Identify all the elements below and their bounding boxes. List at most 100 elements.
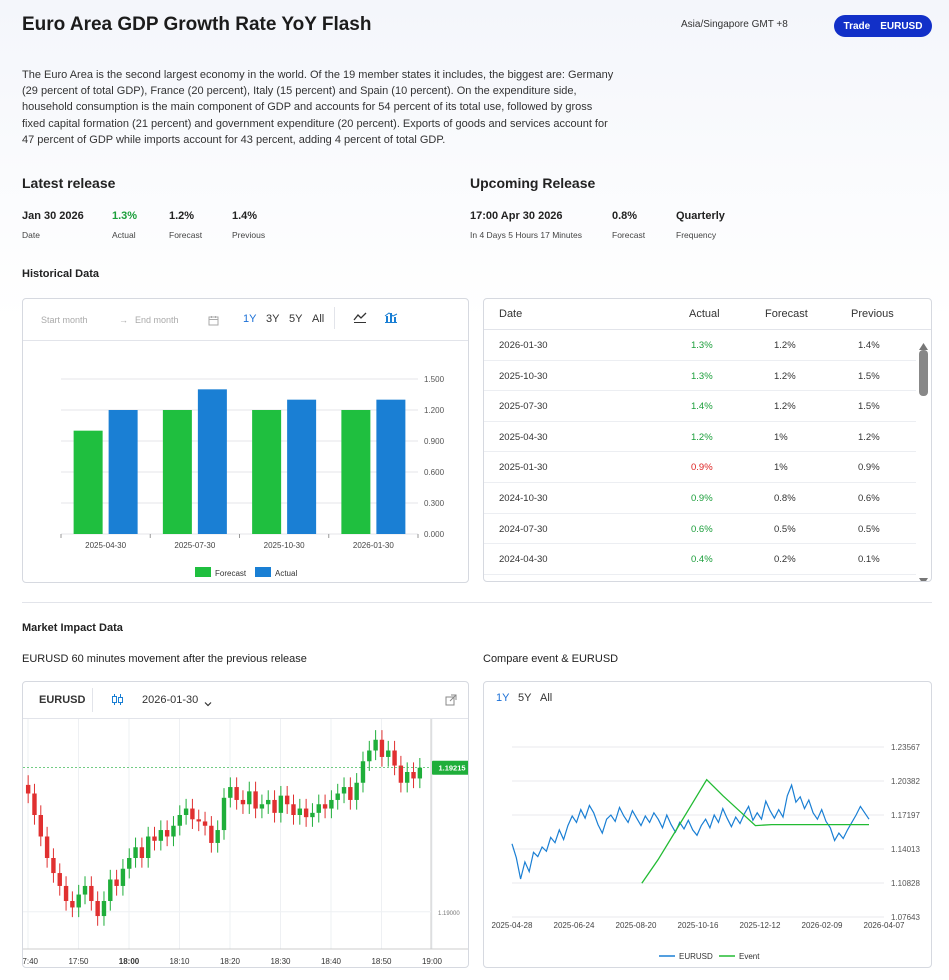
x-tick-label: 17:40 — [23, 957, 39, 966]
y-tick-label: 1.17197 — [891, 811, 920, 820]
cell-date: 2025-07-30 — [499, 401, 548, 413]
candle — [196, 819, 201, 822]
historical-table: Date Actual Forecast Previous 2026-01-30… — [483, 298, 932, 582]
external-link-icon[interactable] — [445, 693, 457, 711]
start-month-input[interactable]: Start month — [41, 315, 88, 325]
table-row[interactable]: 2024-04-30 0.4% 0.2% 0.1% — [484, 544, 916, 575]
calendar-icon[interactable] — [208, 313, 219, 331]
candle — [158, 830, 164, 841]
table-row[interactable]: 2024-07-30 0.6% 0.5% 0.5% — [484, 514, 916, 545]
bar-forecast — [162, 410, 192, 534]
x-tick-label: 2025-12-12 — [740, 921, 781, 930]
scrollbar-thumb[interactable] — [919, 350, 928, 396]
chart-toolbar: Start month → End month 1Y 3Y 5Y All — [23, 299, 468, 341]
bar-actual — [287, 399, 317, 534]
candle — [152, 836, 157, 841]
cell-actual: 0.9% — [691, 462, 713, 474]
line-chart-icon[interactable] — [353, 310, 367, 329]
y-tick-label: 0.900 — [424, 437, 445, 446]
scroll-up-icon[interactable] — [919, 337, 928, 355]
symbol-label[interactable]: EURUSD — [39, 694, 86, 706]
candle — [108, 879, 113, 901]
cell-previous: 0.1% — [858, 554, 880, 566]
bar-actual — [376, 399, 406, 534]
trade-button[interactable]: Trade EURUSD — [834, 15, 932, 37]
compare-all-tab[interactable]: All — [540, 692, 553, 704]
x-tick-label: 17:50 — [68, 957, 89, 966]
cell-previous: 1.5% — [858, 401, 880, 413]
end-month-input[interactable]: End month — [135, 315, 179, 325]
cell-date: 2024-10-30 — [499, 493, 548, 504]
col-date-header[interactable]: Date — [499, 308, 523, 320]
candle — [234, 787, 239, 800]
cell-actual: 0.9% — [691, 493, 713, 504]
chevron-down-icon[interactable] — [204, 695, 212, 713]
candle — [247, 791, 252, 805]
candle — [70, 901, 75, 908]
col-previous-header[interactable]: Previous — [851, 308, 894, 320]
latest-forecast-label: Forecast — [169, 230, 203, 240]
candle — [405, 772, 410, 783]
y-tick-label: 1.10828 — [891, 879, 920, 888]
cell-previous: 1.5% — [858, 370, 880, 382]
candle — [183, 808, 189, 815]
candle — [215, 830, 220, 843]
candle — [76, 894, 81, 908]
bar-chart-icon[interactable] — [384, 310, 398, 329]
table-row[interactable]: 2025-01-30 0.9% 1% 0.9% — [484, 452, 916, 483]
candle — [63, 885, 69, 901]
bar-forecast — [341, 410, 371, 534]
table-row[interactable]: 2025-10-30 1.3% 1.2% 1.5% — [484, 361, 916, 392]
cell-previous: 0.9% — [858, 462, 880, 474]
compare-1y-tab[interactable]: 1Y — [496, 692, 510, 704]
cell-previous: 0.5% — [858, 523, 880, 535]
col-forecast-header[interactable]: Forecast — [765, 308, 808, 320]
candle — [392, 750, 397, 766]
candlestick-panel: EURUSD 2026-01-30 17:40 17:50 18:00 18:10 18… — [22, 681, 469, 968]
timezone-label[interactable]: Asia/Singapore GMT +8 — [681, 19, 788, 30]
candle — [266, 799, 271, 805]
candle — [297, 808, 303, 815]
cell-forecast: 1.2% — [774, 401, 796, 413]
candlestick-icon[interactable] — [111, 693, 124, 711]
table-row[interactable]: 2025-07-30 1.4% 1.2% 1.5% — [484, 391, 916, 422]
table-row[interactable]: 2024-10-30 0.9% 0.8% 0.6% — [484, 483, 916, 514]
candle — [145, 836, 151, 858]
range-5y-tab[interactable]: 5Y — [289, 313, 303, 325]
y-tick-label: 1.19000 — [438, 911, 460, 917]
compare-5y-tab[interactable]: 5Y — [518, 692, 532, 704]
range-all-tab[interactable]: All — [312, 313, 325, 325]
y-tick-label: 0.000 — [424, 530, 445, 539]
x-tick-label: 2026-02-09 — [802, 921, 843, 930]
x-tick-label: 18:30 — [270, 957, 291, 966]
cell-forecast: 1% — [774, 431, 788, 443]
x-tick-label: 2025-06-24 — [554, 921, 595, 930]
candle — [386, 750, 391, 757]
scroll-down-icon[interactable] — [919, 572, 928, 581]
latest-actual-label: Actual — [112, 230, 136, 240]
candle — [38, 815, 43, 837]
cell-date: 2026-01-30 — [499, 340, 548, 351]
trade-label: Trade — [843, 20, 871, 32]
cell-forecast: 1% — [774, 462, 788, 474]
y-tick-label: 1.14013 — [891, 845, 920, 854]
table-row[interactable]: 2025-04-30 1.2% 1% 1.2% — [484, 422, 916, 453]
historical-chart-panel: Start month → End month 1Y 3Y 5Y All 0.0… — [22, 298, 469, 583]
range-3y-tab[interactable]: 3Y — [266, 313, 280, 325]
candle — [360, 761, 366, 783]
y-tick-label: 1.07643 — [891, 913, 920, 922]
cell-forecast: 0.5% — [774, 523, 796, 535]
candle — [171, 825, 176, 837]
candle — [411, 772, 416, 779]
candle — [177, 815, 182, 826]
candle — [240, 799, 246, 805]
date-select[interactable]: 2026-01-30 — [142, 694, 199, 706]
range-1y-tab[interactable]: 1Y — [243, 313, 257, 325]
col-actual-header[interactable]: Actual — [689, 308, 720, 320]
x-tick-label: 2025-08-20 — [616, 921, 657, 930]
table-row[interactable]: 2026-01-30 1.3% 1.2% 1.4% — [484, 330, 916, 361]
candle — [259, 804, 265, 809]
candle — [322, 804, 328, 809]
x-tick-label: 2025-10-30 — [264, 541, 305, 550]
range-arrow-icon: → — [119, 315, 128, 325]
